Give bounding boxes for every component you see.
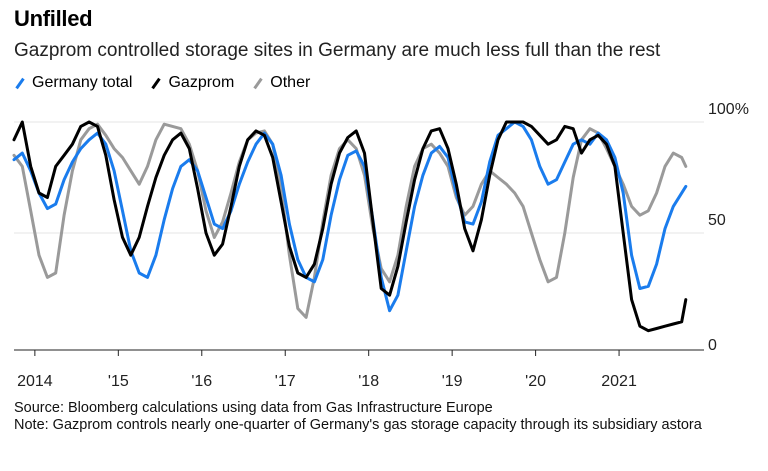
chart-notes: Source: Bloomberg calculations using dat… [14,400,754,434]
x-tick-label-'19: '19 [442,373,463,390]
source-note: Source: Bloomberg calculations using dat… [14,400,493,416]
x-tick-label-'18: '18 [358,373,379,390]
legend: Germany total Gazprom Other [14,74,310,92]
x-tick-label-'20: '20 [525,373,546,390]
x-tick-label-'16: '16 [191,373,212,390]
x-tick-label-2021: 2021 [601,373,637,390]
x-tick-label-'15: '15 [108,373,129,390]
chart-subtitle: Gazprom controlled storage sites in Germ… [14,40,661,61]
gridlines [14,121,704,234]
legend-item-germany-total: Germany total [14,74,132,92]
x-tick-label-'17: '17 [275,373,296,390]
y-tick-label-100: 100% [708,101,749,118]
x-axis-ticks: 2014 '15 '16 '17 '18 '19 '20 2021 [17,350,637,390]
series-line-other [12,122,688,319]
footnote: Note: Gazprom controls nearly one-quarte… [14,417,702,433]
series-line-germany-total [12,120,688,313]
series-line-gazprom [12,120,688,333]
y-tick-label-0: 0 [708,337,717,354]
legend-item-gazprom: Gazprom [150,74,234,92]
series-lines [12,120,688,333]
line-chart: 2014 '15 '16 '17 '18 '19 '20 2021 0 50 100% [12,101,749,390]
y-axis-ticks: 0 50 100% [708,101,749,354]
legend-label-other: Other [270,74,311,91]
legend-item-other: Other [252,74,310,92]
legend-label-germany-total: Germany total [32,74,133,91]
x-tick-label-2014: 2014 [17,373,53,390]
y-tick-label-50: 50 [708,212,726,229]
legend-label-gazprom: Gazprom [168,74,235,91]
chart-title: Unfilled [14,6,93,31]
